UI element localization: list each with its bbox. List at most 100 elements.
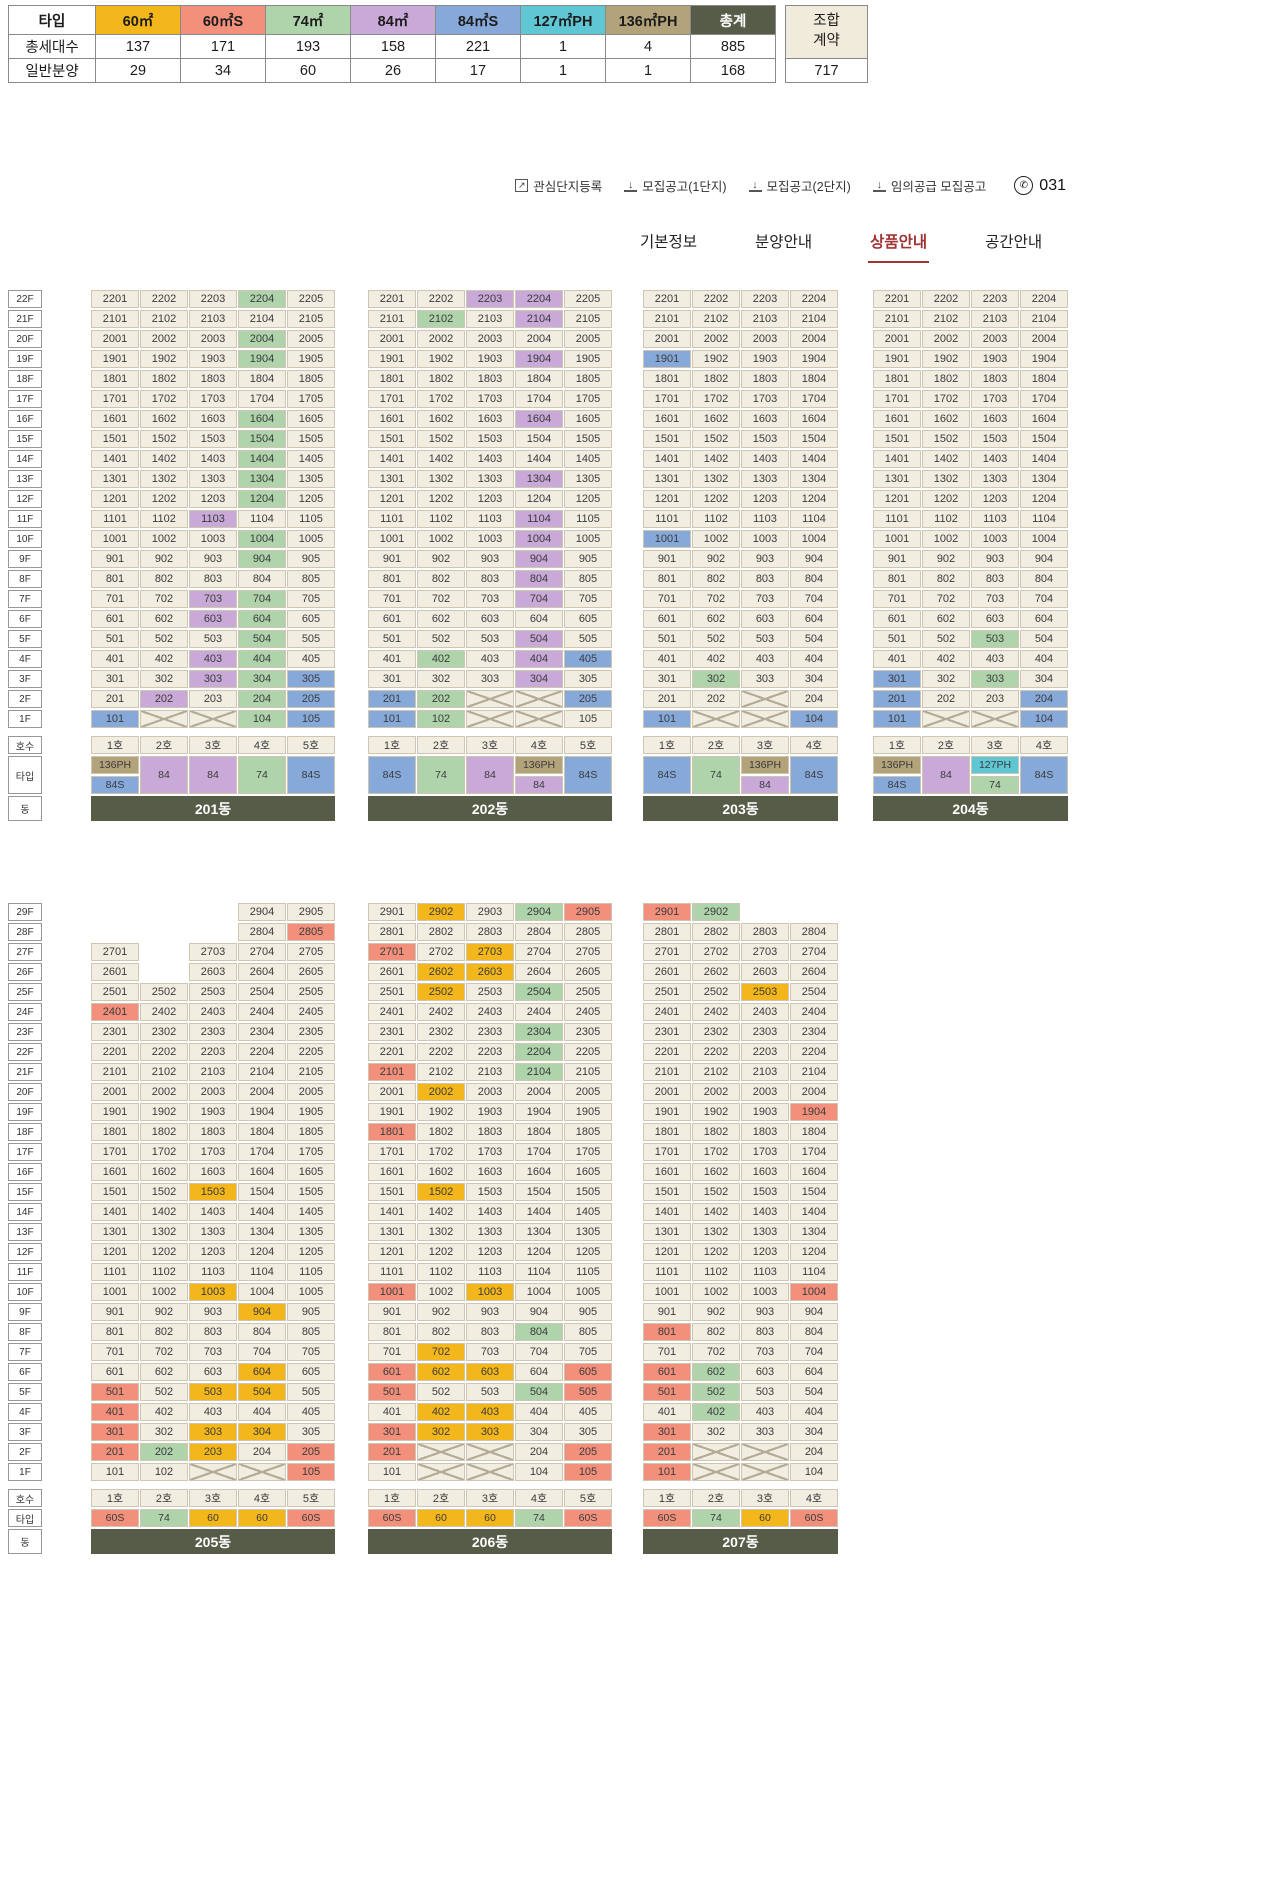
unit-cell-available[interactable]: 105 — [287, 1463, 335, 1481]
unit-cell-available[interactable]: 204 — [238, 690, 286, 708]
tab-3[interactable]: 상품안내 — [868, 230, 930, 263]
unit-cell-available[interactable]: 101 — [91, 710, 139, 728]
unit-cell-available[interactable]: 504 — [515, 1383, 563, 1401]
unit-cell-available[interactable]: 1003 — [189, 1283, 237, 1301]
unit-cell-available[interactable]: 2401 — [91, 1003, 139, 1021]
unit-cell-available[interactable]: 2904 — [515, 903, 563, 921]
unit-cell-available[interactable]: 1604 — [515, 410, 563, 428]
unit-cell-available[interactable]: 702 — [417, 1343, 465, 1361]
unit-cell-available[interactable]: 403 — [466, 1403, 514, 1421]
unit-cell-available[interactable]: 604 — [238, 1363, 286, 1381]
unit-cell-available[interactable]: 603 — [466, 1363, 514, 1381]
unit-cell-available[interactable]: 101 — [873, 710, 921, 728]
unit-cell-available[interactable]: 403 — [189, 650, 237, 668]
unit-cell-available[interactable]: 2703 — [466, 943, 514, 961]
unit-cell-available[interactable]: 2104 — [515, 1063, 563, 1081]
unit-cell-available[interactable]: 1001 — [368, 1283, 416, 1301]
unit-cell-available[interactable]: 504 — [238, 630, 286, 648]
unit-cell-available[interactable]: 205 — [564, 690, 612, 708]
unit-cell-available[interactable]: 2002 — [417, 1083, 465, 1101]
unit-cell-available[interactable]: 1001 — [643, 530, 691, 548]
unit-cell-available[interactable]: 2204 — [515, 1043, 563, 1061]
unit-cell-available[interactable]: 203 — [189, 1443, 237, 1461]
unit-cell-available[interactable]: 2603 — [466, 963, 514, 981]
unit-cell-available[interactable]: 104 — [238, 710, 286, 728]
unit-cell-available[interactable]: 1404 — [238, 450, 286, 468]
unit-cell-available[interactable]: 304 — [515, 670, 563, 688]
unit-cell-available[interactable]: 601 — [368, 1363, 416, 1381]
unit-cell-available[interactable]: 604 — [238, 610, 286, 628]
unit-cell-available[interactable]: 105 — [564, 1463, 612, 1481]
unit-cell-available[interactable]: 202 — [140, 690, 188, 708]
unit-cell-available[interactable]: 1204 — [238, 490, 286, 508]
unit-cell-available[interactable]: 304 — [238, 1423, 286, 1441]
unit-cell-available[interactable]: 1503 — [189, 1183, 237, 1201]
unit-cell-available[interactable]: 2101 — [368, 1063, 416, 1081]
unit-cell-available[interactable]: 703 — [189, 590, 237, 608]
unit-cell-available[interactable]: 605 — [564, 1363, 612, 1381]
unit-cell-available[interactable]: 1004 — [790, 1283, 838, 1301]
unit-cell-available[interactable]: 2902 — [417, 903, 465, 921]
unit-cell-available[interactable]: 303 — [466, 1423, 514, 1441]
unit-cell-available[interactable]: 1504 — [238, 430, 286, 448]
unit-cell-available[interactable]: 504 — [238, 1383, 286, 1401]
unit-cell-available[interactable]: 502 — [692, 1383, 740, 1401]
unit-cell-available[interactable]: 2004 — [238, 330, 286, 348]
tab-2[interactable]: 분양안내 — [755, 234, 813, 251]
unit-cell-available[interactable]: 302 — [692, 670, 740, 688]
tab-1[interactable]: 기본정보 — [640, 234, 698, 251]
quick-link-4[interactable]: ↓ 임의공급 모집공고 — [872, 176, 986, 195]
unit-cell-available[interactable]: 201 — [368, 690, 416, 708]
unit-cell-available[interactable]: 402 — [417, 650, 465, 668]
unit-cell-available[interactable]: 404 — [515, 650, 563, 668]
unit-cell-available[interactable]: 201 — [91, 1443, 139, 1461]
unit-cell-available[interactable]: 2902 — [692, 903, 740, 921]
unit-cell-available[interactable]: 205 — [287, 1443, 335, 1461]
unit-cell-available[interactable]: 602 — [692, 1363, 740, 1381]
unit-cell-available[interactable]: 503 — [189, 1383, 237, 1401]
unit-cell-available[interactable]: 2805 — [287, 923, 335, 941]
unit-cell-available[interactable]: 704 — [515, 590, 563, 608]
unit-cell-available[interactable]: 2203 — [466, 290, 514, 308]
unit-cell-available[interactable]: 404 — [238, 650, 286, 668]
unit-cell-available[interactable]: 1304 — [515, 470, 563, 488]
unit-cell-available[interactable]: 202 — [417, 690, 465, 708]
unit-cell-available[interactable]: 603 — [189, 610, 237, 628]
unit-cell-available[interactable]: 1004 — [238, 530, 286, 548]
unit-cell-available[interactable]: 2502 — [417, 983, 465, 1001]
unit-cell-available[interactable]: 2204 — [238, 290, 286, 308]
unit-cell-available[interactable]: 1904 — [790, 1103, 838, 1121]
unit-cell-available[interactable]: 601 — [643, 1363, 691, 1381]
unit-cell-available[interactable]: 2102 — [417, 310, 465, 328]
unit-cell-available[interactable]: 2701 — [368, 943, 416, 961]
unit-cell-available[interactable]: 302 — [417, 1423, 465, 1441]
unit-cell-available[interactable]: 801 — [643, 1323, 691, 1341]
unit-cell-available[interactable]: 2304 — [515, 1023, 563, 1041]
unit-cell-available[interactable]: 2901 — [643, 903, 691, 921]
unit-cell-available[interactable]: 402 — [417, 1403, 465, 1421]
unit-cell-available[interactable]: 501 — [643, 1383, 691, 1401]
unit-cell-available[interactable]: 501 — [91, 1383, 139, 1401]
unit-cell-available[interactable]: 402 — [692, 1403, 740, 1421]
unit-cell-available[interactable]: 301 — [873, 670, 921, 688]
unit-cell-available[interactable]: 602 — [417, 1363, 465, 1381]
unit-cell-available[interactable]: 1003 — [466, 1283, 514, 1301]
unit-cell-available[interactable]: 904 — [238, 550, 286, 568]
phone-number[interactable]: ✆ 031 — [1014, 176, 1066, 195]
unit-cell-available[interactable]: 201 — [873, 690, 921, 708]
unit-cell-available[interactable]: 305 — [287, 670, 335, 688]
unit-cell-available[interactable]: 401 — [91, 1403, 139, 1421]
unit-cell-available[interactable]: 105 — [287, 710, 335, 728]
unit-cell-available[interactable]: 1801 — [368, 1123, 416, 1141]
unit-cell-available[interactable]: 804 — [515, 570, 563, 588]
unit-cell-available[interactable]: 2504 — [515, 983, 563, 1001]
unit-cell-available[interactable]: 1904 — [238, 350, 286, 368]
unit-cell-available[interactable]: 301 — [91, 1423, 139, 1441]
unit-cell-available[interactable]: 2602 — [417, 963, 465, 981]
unit-cell-available[interactable]: 104 — [1020, 710, 1068, 728]
unit-cell-available[interactable]: 1901 — [643, 350, 691, 368]
unit-cell-available[interactable]: 101 — [643, 1463, 691, 1481]
unit-cell-available[interactable]: 102 — [417, 710, 465, 728]
unit-cell-available[interactable]: 505 — [564, 1383, 612, 1401]
unit-cell-available[interactable]: 904 — [515, 550, 563, 568]
